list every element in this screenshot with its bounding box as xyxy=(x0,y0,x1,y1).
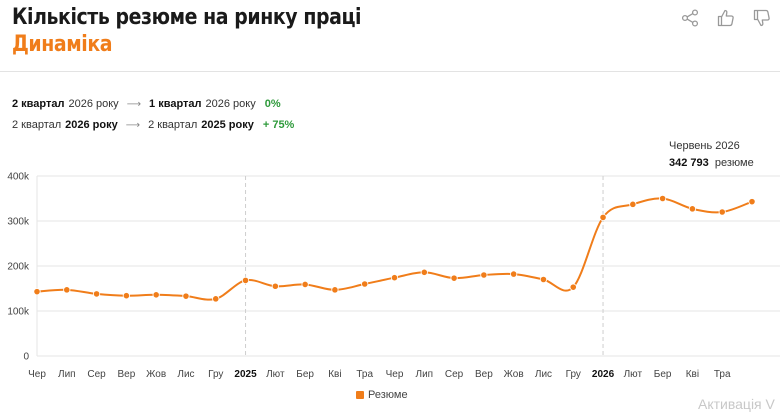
arrow-right-icon: ⟶ xyxy=(125,119,141,131)
data-point[interactable] xyxy=(748,198,756,206)
cmp-to-quarter: 1 квартал xyxy=(149,98,202,110)
cmp-change-value: + 75% xyxy=(262,119,295,131)
cmp-to-year: 2025 року xyxy=(201,119,254,131)
data-point[interactable] xyxy=(539,275,548,284)
cmp-from-quarter: 2 квартал xyxy=(12,98,65,110)
y-tick-label: 100k xyxy=(7,307,30,318)
data-point[interactable] xyxy=(63,286,71,294)
cmp-from-year: 2026 року xyxy=(68,98,119,110)
page-subtitle: Динаміка xyxy=(12,32,113,57)
share-icon[interactable] xyxy=(680,8,700,28)
cmp-from-quarter: 2 квартал xyxy=(12,119,62,131)
x-tick-label: Лют xyxy=(624,369,643,380)
callout-value: 342 793 xyxy=(669,157,709,169)
latest-value-callout: Червень 2026 342 793 резюме xyxy=(669,138,754,172)
data-point[interactable] xyxy=(271,282,279,290)
data-point[interactable] xyxy=(629,200,637,208)
callout-month: Червень 2026 xyxy=(669,140,740,152)
data-point[interactable] xyxy=(390,274,399,282)
x-tick-label: Тра xyxy=(714,369,731,380)
x-tick-label: Лип xyxy=(416,369,434,380)
legend-label: Резюме xyxy=(368,389,408,401)
title-block: Кількість резюме на ринку праці Динаміка xyxy=(12,4,418,58)
data-point[interactable] xyxy=(33,288,41,296)
data-point[interactable] xyxy=(152,291,160,299)
data-point[interactable] xyxy=(480,271,488,279)
callout-unit: резюме xyxy=(714,157,754,169)
series-line-resume xyxy=(36,197,753,301)
y-tick-label: 300k xyxy=(7,217,30,228)
data-point[interactable] xyxy=(688,205,697,213)
data-point[interactable] xyxy=(718,208,726,216)
x-tick-label: Лют xyxy=(266,369,285,380)
page-title: Кількість резюме на ринку праці xyxy=(12,5,362,30)
action-toolbar xyxy=(680,8,772,28)
x-tick-label: Лип xyxy=(58,369,76,380)
x-tick-label: Сер xyxy=(445,369,464,380)
data-point[interactable] xyxy=(599,213,607,221)
arrow-right-icon: ⟶ xyxy=(126,98,142,110)
comparison-row-year: 2 квартал 2026 року ⟶ 2 квартал 2025 рок… xyxy=(12,119,294,131)
x-tick-label: 2026 xyxy=(592,369,615,380)
x-tick-label: Кві xyxy=(686,369,699,380)
x-tick-label: Гру xyxy=(208,369,223,380)
data-point[interactable] xyxy=(331,286,339,294)
cmp-from-year: 2026 року xyxy=(65,119,118,131)
x-tick-label: Бер xyxy=(654,369,672,380)
y-tick-label: 200k xyxy=(7,262,30,273)
cmp-to-quarter: 2 квартал xyxy=(148,119,198,131)
chart-legend[interactable]: Резюме xyxy=(356,389,408,401)
legend-swatch xyxy=(356,391,364,399)
x-tick-label: Вер xyxy=(117,369,135,380)
x-tick-label: Бер xyxy=(296,369,314,380)
thumbs-down-icon[interactable] xyxy=(752,8,772,28)
data-point[interactable] xyxy=(122,292,130,300)
data-point[interactable] xyxy=(301,280,309,289)
x-tick-label: Жов xyxy=(146,369,166,380)
thumbs-up-icon[interactable] xyxy=(716,8,736,28)
x-tick-label: Лис xyxy=(535,369,552,380)
x-tick-label: Жов xyxy=(504,369,524,380)
data-point[interactable] xyxy=(241,276,250,284)
x-tick-label: Гру xyxy=(566,369,581,380)
data-point[interactable] xyxy=(361,280,369,288)
x-tick-label: Вер xyxy=(475,369,493,380)
data-point[interactable] xyxy=(92,290,101,298)
x-tick-label: Чер xyxy=(386,369,404,380)
data-point[interactable] xyxy=(510,270,518,278)
x-tick-label: Тра xyxy=(356,369,373,380)
x-tick-label: 2025 xyxy=(234,369,257,380)
y-tick-label: 0 xyxy=(23,352,29,363)
header-divider xyxy=(0,71,780,72)
cmp-to-year: 2026 року xyxy=(205,98,256,110)
data-point[interactable] xyxy=(182,292,190,300)
activation-watermark: Активація V xyxy=(698,396,775,412)
x-tick-label: Чер xyxy=(28,369,46,380)
y-tick-label: 400k xyxy=(7,172,30,183)
data-point[interactable] xyxy=(659,194,667,203)
data-point[interactable] xyxy=(450,274,458,282)
comparison-row-quarter: 2 квартал 2026 року ⟶ 1 квартал 2026 рок… xyxy=(12,98,281,110)
x-tick-label: Лис xyxy=(177,369,194,380)
data-point[interactable] xyxy=(569,283,577,291)
x-tick-label: Кві xyxy=(328,369,341,380)
data-point[interactable] xyxy=(420,268,428,276)
x-tick-label: Сер xyxy=(87,369,106,380)
data-point[interactable] xyxy=(212,295,220,303)
cmp-change-value: 0% xyxy=(264,98,281,110)
